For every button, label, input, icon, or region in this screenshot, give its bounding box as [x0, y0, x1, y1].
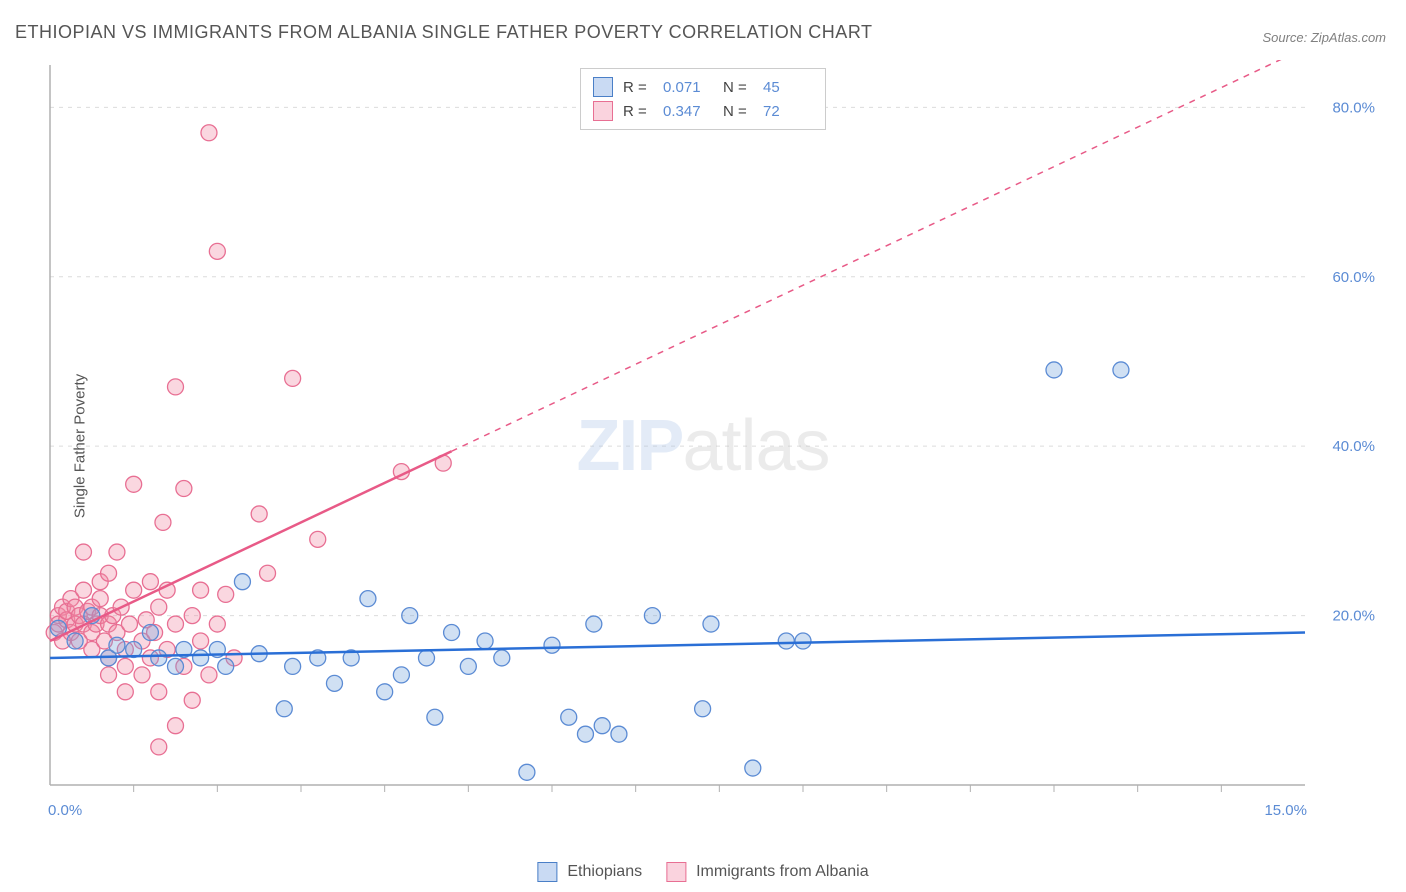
scatter-plot: 20.0% 40.0% 60.0% 80.0% 0.0% 15.0% — [45, 60, 1385, 830]
legend-item-ethiopians: Ethiopians — [537, 862, 642, 882]
source-credit: Source: ZipAtlas.com — [1262, 30, 1386, 45]
legend-item-albania: Immigrants from Albania — [666, 862, 869, 882]
n-label: N = — [723, 103, 753, 120]
swatch-pink-icon — [593, 101, 613, 121]
r-label: R = — [623, 103, 653, 120]
svg-text:0.0%: 0.0% — [48, 802, 82, 819]
legend-label-albania: Immigrants from Albania — [696, 863, 869, 881]
svg-text:40.0%: 40.0% — [1332, 438, 1375, 455]
stats-row-ethiopians: R = 0.071 N = 45 — [593, 75, 813, 99]
r-value-ethiopians: 0.071 — [663, 79, 713, 96]
n-value-ethiopians: 45 — [763, 79, 813, 96]
n-label: N = — [723, 79, 753, 96]
svg-text:80.0%: 80.0% — [1332, 99, 1375, 116]
svg-text:15.0%: 15.0% — [1264, 802, 1307, 819]
n-value-albania: 72 — [763, 103, 813, 120]
svg-text:60.0%: 60.0% — [1332, 269, 1375, 286]
series-legend: Ethiopians Immigrants from Albania — [537, 862, 868, 882]
r-value-albania: 0.347 — [663, 103, 713, 120]
swatch-pink-icon — [666, 862, 686, 882]
swatch-blue-icon — [537, 862, 557, 882]
stats-legend: R = 0.071 N = 45 R = 0.347 N = 72 — [580, 68, 826, 130]
chart-title: ETHIOPIAN VS IMMIGRANTS FROM ALBANIA SIN… — [15, 22, 872, 43]
swatch-blue-icon — [593, 77, 613, 97]
r-label: R = — [623, 79, 653, 96]
stats-row-albania: R = 0.347 N = 72 — [593, 99, 813, 123]
legend-label-ethiopians: Ethiopians — [567, 863, 642, 881]
svg-text:20.0%: 20.0% — [1332, 608, 1375, 625]
